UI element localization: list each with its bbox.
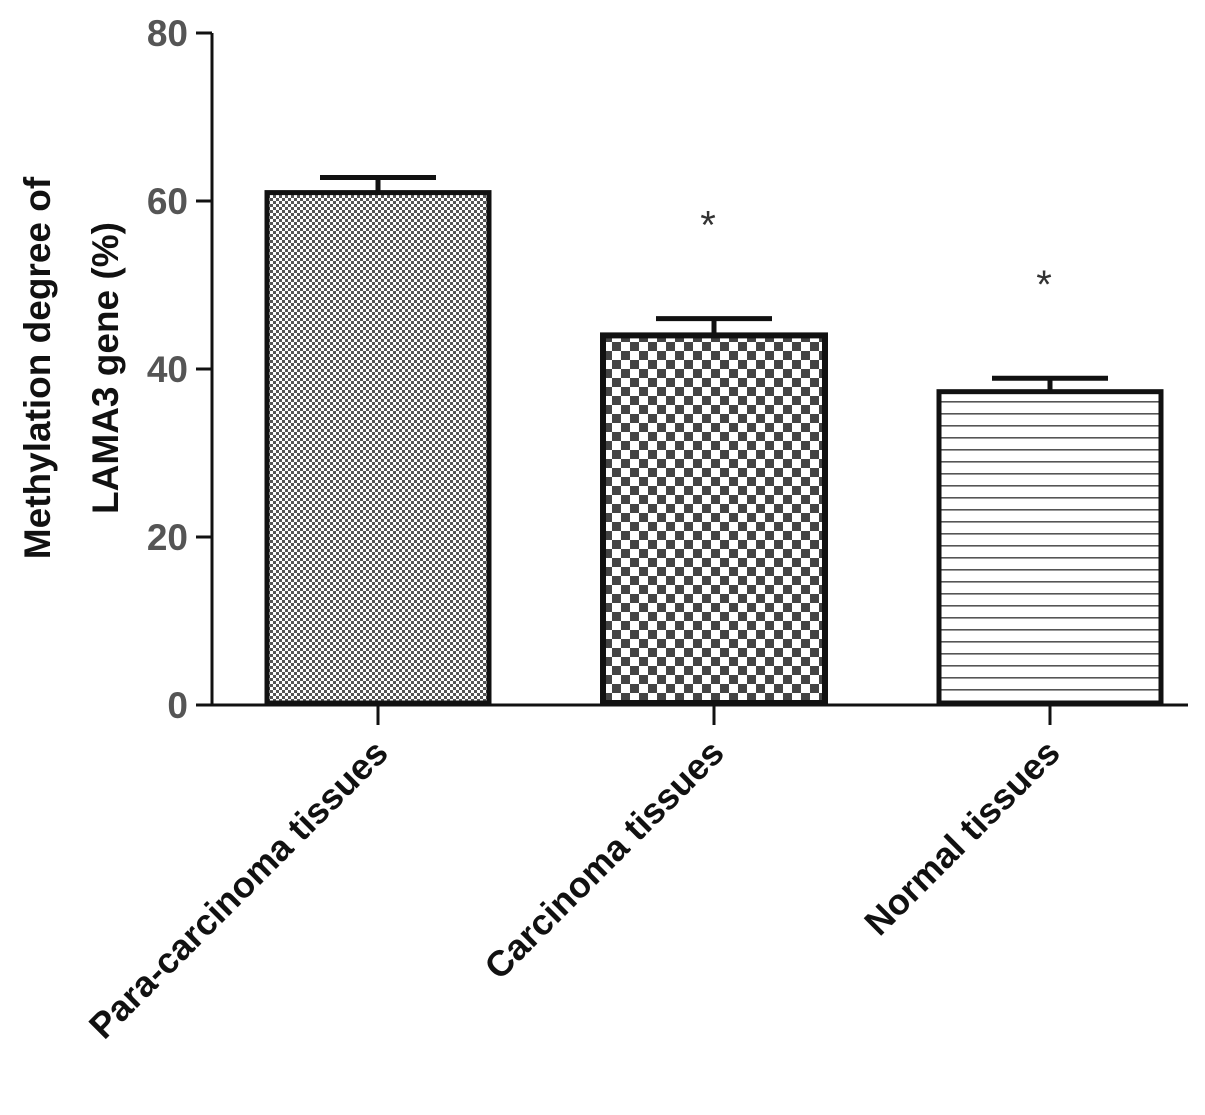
x-category-label: Carcinoma tissues (476, 732, 731, 987)
y-axis-title: Methylation degree of LAMA3 gene (%) (17, 176, 126, 559)
significance-marker: * (700, 204, 716, 248)
bar-2 (600, 332, 828, 706)
bar-1 (264, 190, 492, 706)
y-tick-label: 40 (147, 349, 188, 390)
y-tick-label: 20 (147, 517, 188, 558)
x-category-label: Normal tissues (856, 732, 1068, 944)
y-axis-title-line-1: Methylation degree of (17, 176, 58, 559)
y-tick-label: 0 (167, 685, 188, 726)
x-category-label: Para-carcinoma tissues (81, 732, 396, 1047)
x-axis (210, 703, 1188, 725)
bars-group: ** (264, 174, 1164, 706)
y-axis-title-line-2: LAMA3 gene (%) (85, 222, 126, 514)
y-axis: 0 20 40 60 80 (147, 13, 214, 726)
bar-3 (936, 389, 1164, 706)
y-tick-label: 80 (147, 13, 188, 54)
y-tick-label: 60 (147, 181, 188, 222)
significance-marker: * (1036, 263, 1052, 307)
category-labels: Para-carcinoma tissues Carcinoma tissues N… (81, 732, 1068, 1047)
